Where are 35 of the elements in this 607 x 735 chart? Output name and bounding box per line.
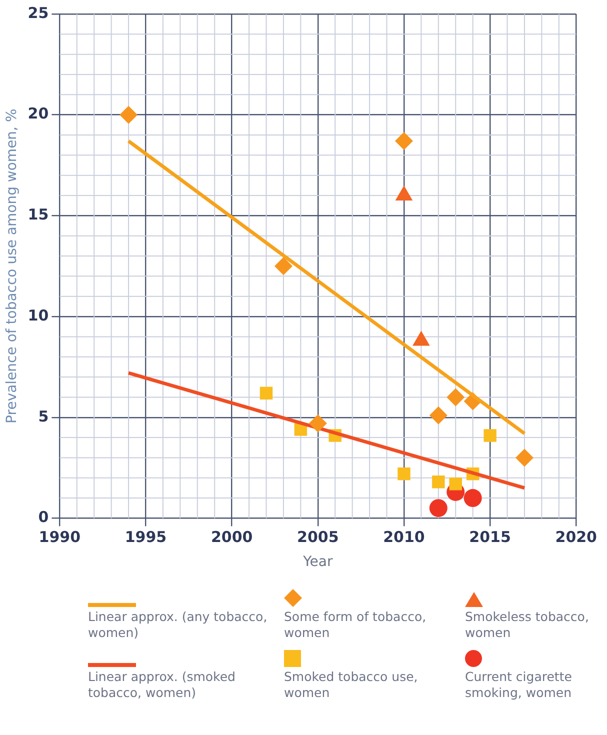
point bbox=[394, 132, 413, 150]
x-tick-label: 2015 bbox=[469, 528, 511, 546]
legend-label: Linear approx. (smoked tobacco, women) bbox=[88, 669, 236, 701]
x-tick-label: 2000 bbox=[210, 528, 253, 546]
point bbox=[429, 406, 448, 424]
x-tick-label: 2005 bbox=[297, 528, 339, 546]
y-tick-label: 5 bbox=[38, 407, 49, 426]
legend-label: Current cigarette smoking, women bbox=[465, 669, 573, 701]
point bbox=[515, 448, 534, 467]
x-tick-label: 2010 bbox=[383, 528, 425, 546]
x-tick-label: 2020 bbox=[555, 528, 597, 546]
legend-label: Some form of tobacco, women bbox=[284, 609, 428, 641]
point bbox=[464, 489, 482, 508]
x-tick-label: 1990 bbox=[38, 528, 81, 546]
point bbox=[120, 106, 138, 124]
point bbox=[398, 467, 410, 480]
y-tick-label: 15 bbox=[28, 206, 49, 224]
x-axis-title: Year bbox=[302, 554, 333, 570]
point bbox=[308, 414, 327, 432]
point bbox=[429, 499, 448, 518]
y-axis-title: Prevalence of tobacco use among women, % bbox=[4, 108, 20, 424]
y-tick-label: 10 bbox=[28, 306, 49, 324]
legend-label: Linear approx. (any tobacco, women) bbox=[88, 609, 268, 641]
y-tick-label: 20 bbox=[28, 104, 49, 123]
point bbox=[449, 478, 462, 490]
point bbox=[446, 388, 465, 406]
point bbox=[432, 476, 445, 488]
point bbox=[484, 429, 496, 442]
point bbox=[260, 386, 273, 400]
y-tick-label: 25 bbox=[28, 4, 49, 22]
y-tick-label: 0 bbox=[38, 508, 49, 526]
x-tick-label: 1995 bbox=[124, 528, 167, 546]
legend-label: Smoked tobacco use, women bbox=[284, 669, 419, 701]
point bbox=[274, 257, 292, 276]
legend-label: Smokeless tobacco, women bbox=[465, 609, 590, 641]
